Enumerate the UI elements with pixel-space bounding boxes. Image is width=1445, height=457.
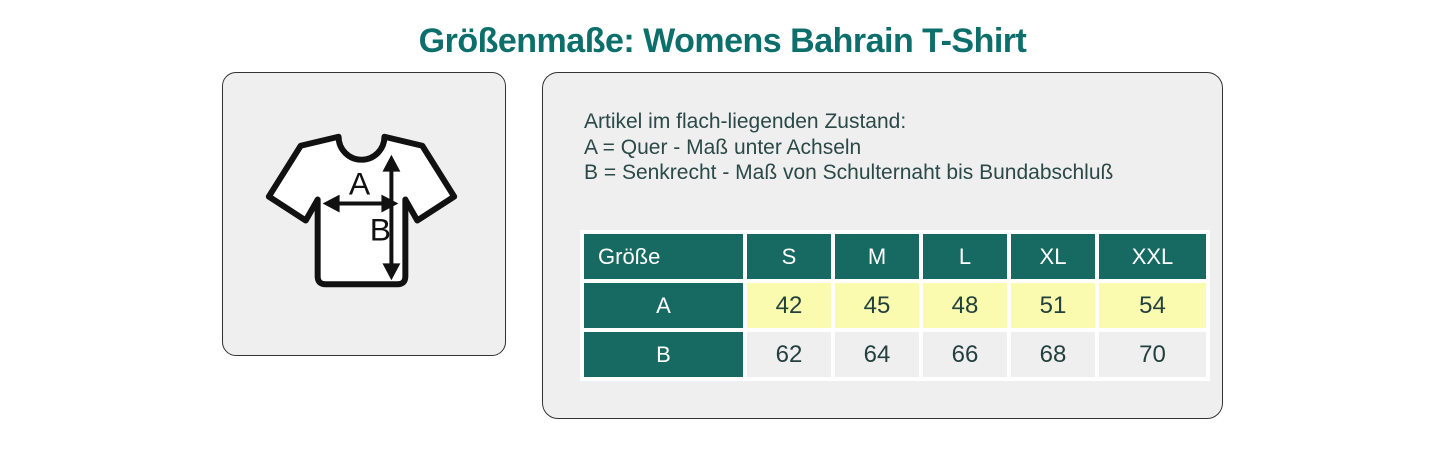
- header-cell-xxl: XXL: [1099, 234, 1206, 279]
- header-cell-l: L: [923, 234, 1007, 279]
- cell-b-xxl: 70: [1099, 332, 1206, 377]
- cell-b-m: 64: [835, 332, 919, 377]
- table-row-b: B 62 64 66 68 70: [584, 332, 1206, 377]
- header-cell-s: S: [747, 234, 831, 279]
- header-cell-groesse: Größe: [584, 234, 743, 279]
- tshirt-diagram-panel: A B: [222, 72, 506, 356]
- size-table-header-row: Größe S M L XL XXL: [584, 234, 1206, 279]
- description-line: A = Quer - Maß unter Achseln: [584, 135, 862, 159]
- description-line: Artikel im flach-liegenden Zustand:: [584, 110, 907, 133]
- tshirt-measurement-icon: A B: [265, 133, 458, 288]
- cell-a-xxl: 54: [1099, 283, 1206, 328]
- cell-a-m: 45: [835, 283, 919, 328]
- size-table: Größe S M L XL XXL A 42 45 48 51 54 B 62…: [580, 230, 1210, 381]
- diagram-label-a: A: [349, 166, 371, 202]
- page-title: Größenmaße: Womens Bahrain T-Shirt: [418, 22, 1027, 60]
- row-label-a: A: [584, 283, 743, 328]
- cell-a-xl: 51: [1011, 283, 1095, 328]
- description-line: B = Senkrecht - Maß von Schulternaht bis…: [584, 161, 1114, 184]
- cell-a-s: 42: [747, 283, 831, 328]
- header-cell-xl: XL: [1011, 234, 1095, 279]
- cell-b-l: 66: [923, 332, 1007, 377]
- cell-b-xl: 68: [1011, 332, 1095, 377]
- cell-a-l: 48: [923, 283, 1007, 328]
- cell-b-s: 62: [747, 332, 831, 377]
- header-cell-m: M: [835, 234, 919, 279]
- length-arrow: [382, 154, 401, 281]
- measurement-description: Artikel im flach-liegenden Zustand: A = …: [584, 109, 1113, 186]
- diagram-label-b: B: [370, 211, 391, 247]
- table-row-a: A 42 45 48 51 54: [584, 283, 1206, 328]
- tshirt-outline: [265, 133, 458, 288]
- row-label-b: B: [584, 332, 743, 377]
- size-info-panel: Artikel im flach-liegenden Zustand: A = …: [542, 72, 1223, 419]
